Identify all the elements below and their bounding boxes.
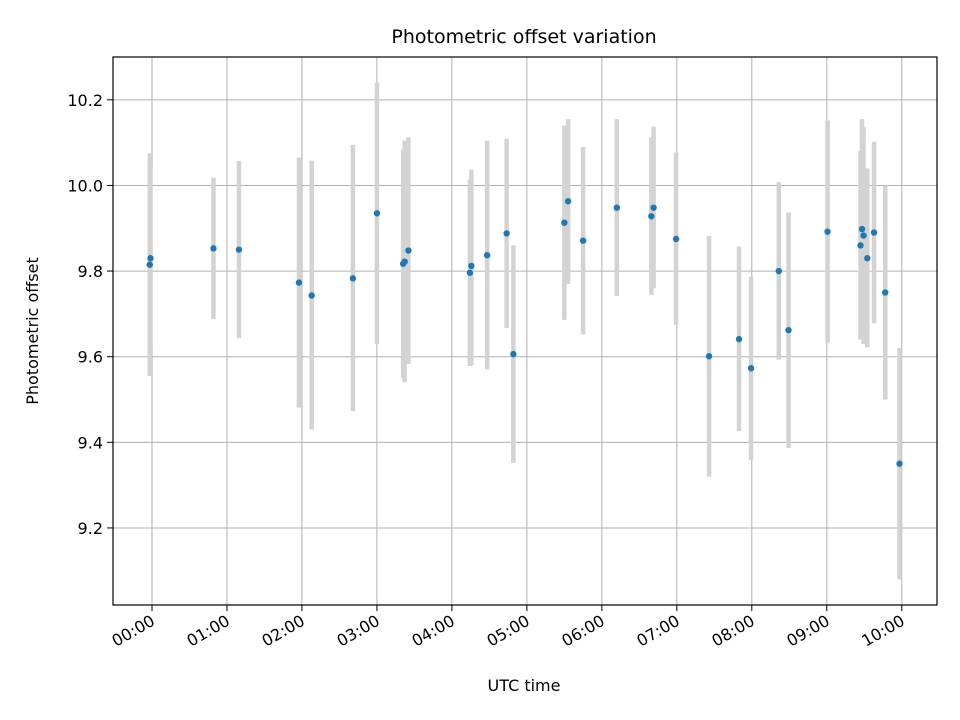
y-tick-label: 9.8 [78,262,103,281]
data-point [860,232,867,239]
data-point [308,292,315,299]
data-point [650,204,657,211]
chart-title: Photometric offset variation [391,26,656,48]
data-point [672,235,680,243]
y-tick-label: 10.0 [67,176,103,195]
x-axis-label: UTC time [488,676,561,695]
data-point [503,230,510,237]
data-point [235,246,243,253]
data-point [735,335,743,343]
data-point [466,269,474,276]
data-point [747,365,755,372]
data-point [147,255,154,262]
grid [113,57,937,605]
data-point [401,258,408,265]
y-axis-label: Photometric offset [23,257,42,405]
data-point [896,460,903,467]
data-point [579,237,587,244]
data-point [405,247,412,254]
data-point [858,225,866,233]
y-tick-label: 9.2 [78,519,103,538]
data-point [349,275,357,282]
y-tick-label: 10.2 [67,91,103,110]
data-point [564,198,572,205]
data-point [295,279,303,286]
data-point [824,228,831,235]
data-point [857,242,864,249]
data-point [864,255,871,262]
data-point [210,245,217,252]
data-point [468,262,475,270]
y-tick-label: 9.6 [78,348,103,367]
data-point [705,353,713,360]
data-point [870,229,878,236]
data-point [483,252,491,259]
data-point [775,267,782,275]
y-tick-label: 9.4 [78,433,103,452]
data-point [373,210,381,217]
plot-frame [112,56,938,606]
data-point [510,350,517,358]
data-point [882,289,889,296]
data-point [146,261,153,268]
data-point [785,326,792,334]
data-point [648,213,655,220]
data-point [613,204,621,211]
data-points [146,198,903,467]
data-point [561,219,568,226]
